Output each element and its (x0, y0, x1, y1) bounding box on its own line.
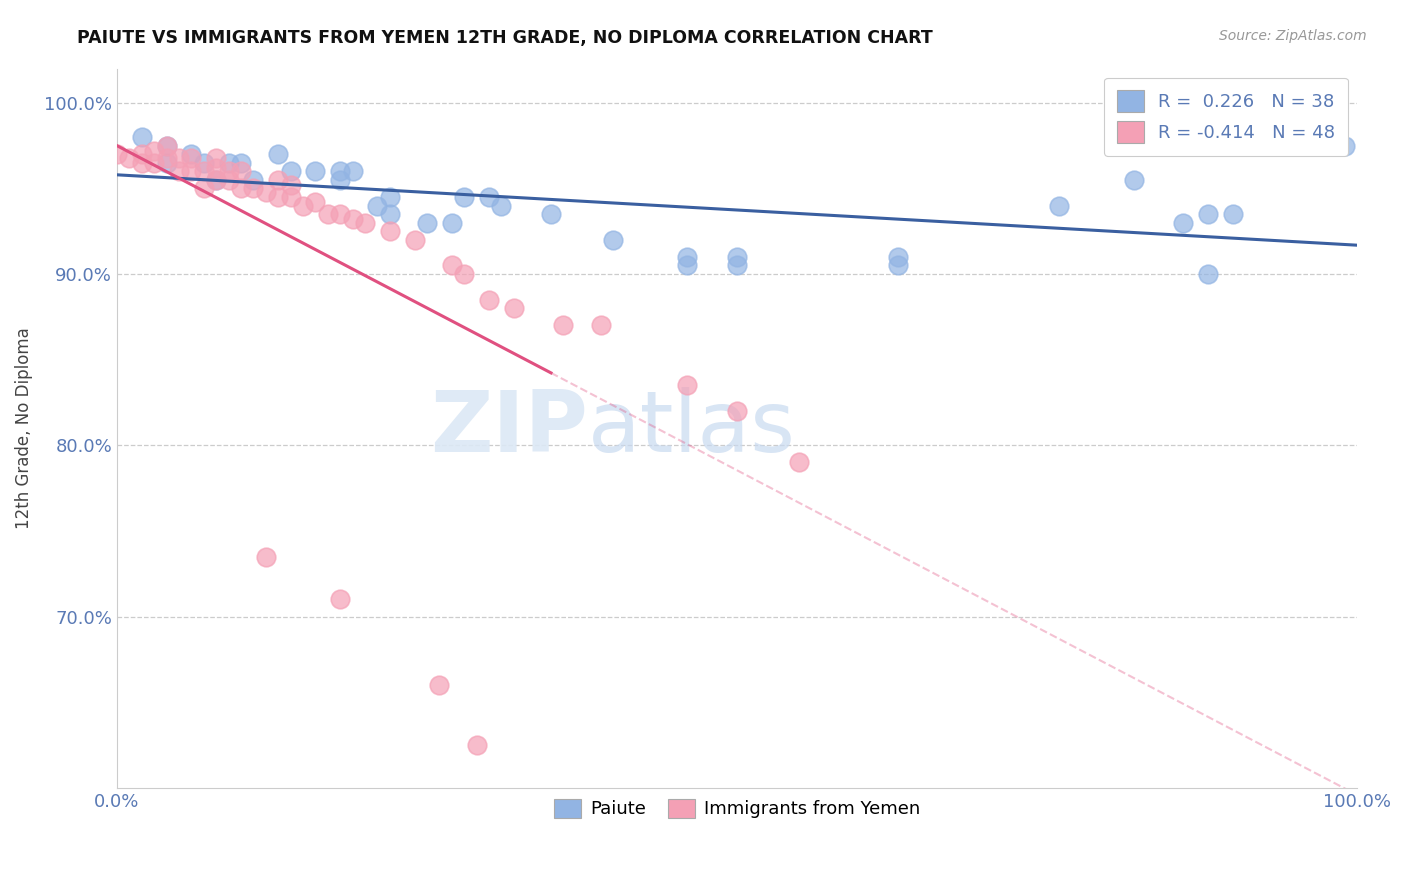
Point (267, 147, 290, 161)
Point (316, 207, 339, 221)
Point (167, 164, 190, 178)
Point (155, 138, 177, 153)
Text: atlas: atlas (588, 387, 796, 470)
Point (180, 164, 202, 178)
Point (180, 151, 202, 165)
Point (218, 155, 240, 169)
Point (205, 161, 228, 175)
Point (242, 173, 264, 187)
Point (131, 130, 153, 145)
Point (304, 164, 326, 178)
Point (378, 190, 401, 204)
Point (280, 190, 302, 204)
Point (193, 164, 215, 178)
Point (1122, 173, 1144, 187)
Point (329, 173, 352, 187)
Point (267, 190, 290, 204)
Point (725, 250, 748, 264)
Point (429, 678, 451, 692)
Point (1173, 216, 1195, 230)
Point (887, 250, 910, 264)
Point (725, 259, 748, 273)
Point (676, 250, 699, 264)
Point (218, 173, 240, 187)
Point (143, 144, 166, 158)
Point (1197, 267, 1219, 281)
Point (453, 190, 475, 204)
Point (725, 404, 748, 418)
Text: PAIUTE VS IMMIGRANTS FROM YEMEN 12TH GRADE, NO DIPLOMA CORRELATION CHART: PAIUTE VS IMMIGRANTS FROM YEMEN 12TH GRA… (77, 29, 934, 46)
Point (118, 151, 141, 165)
Point (589, 318, 612, 333)
Point (329, 207, 352, 221)
Text: Source: ZipAtlas.com: Source: ZipAtlas.com (1219, 29, 1367, 43)
Point (502, 301, 524, 316)
Point (205, 151, 228, 165)
Point (329, 592, 352, 607)
Point (155, 155, 177, 169)
Point (229, 155, 252, 169)
Point (242, 181, 264, 195)
Point (404, 233, 426, 247)
Point (280, 164, 302, 178)
Point (366, 198, 388, 212)
Point (254, 549, 277, 564)
Point (155, 151, 177, 165)
Point (1222, 207, 1244, 221)
Text: ZIP: ZIP (430, 387, 588, 470)
Point (887, 259, 910, 273)
Point (291, 198, 314, 212)
Point (676, 378, 699, 392)
Point (193, 181, 215, 195)
Point (267, 173, 290, 187)
Legend: Paiute, Immigrants from Yemen: Paiute, Immigrants from Yemen (547, 792, 927, 826)
Point (491, 198, 513, 212)
Point (229, 181, 252, 195)
Point (205, 173, 228, 187)
Point (676, 259, 699, 273)
Point (329, 164, 352, 178)
Point (155, 138, 177, 153)
Point (416, 216, 439, 230)
Point (167, 151, 190, 165)
Point (131, 147, 153, 161)
Y-axis label: 12th Grade, No Diploma: 12th Grade, No Diploma (15, 327, 32, 529)
Point (304, 195, 326, 210)
Point (254, 185, 277, 199)
Point (143, 155, 166, 169)
Point (342, 164, 364, 178)
Point (131, 155, 153, 169)
Point (229, 164, 252, 178)
Point (354, 216, 377, 230)
Point (540, 207, 562, 221)
Point (1197, 207, 1219, 221)
Point (105, 147, 128, 161)
Point (478, 293, 501, 307)
Point (378, 207, 401, 221)
Point (465, 738, 488, 752)
Point (553, 318, 575, 333)
Point (1047, 198, 1070, 212)
Point (205, 173, 228, 187)
Point (1333, 138, 1355, 153)
Point (218, 164, 240, 178)
Point (787, 455, 810, 469)
Point (478, 190, 501, 204)
Point (440, 216, 463, 230)
Point (180, 147, 202, 161)
Point (342, 212, 364, 227)
Point (440, 259, 463, 273)
Point (193, 155, 215, 169)
Point (453, 267, 475, 281)
Point (280, 178, 302, 192)
Point (378, 224, 401, 238)
Point (602, 233, 624, 247)
